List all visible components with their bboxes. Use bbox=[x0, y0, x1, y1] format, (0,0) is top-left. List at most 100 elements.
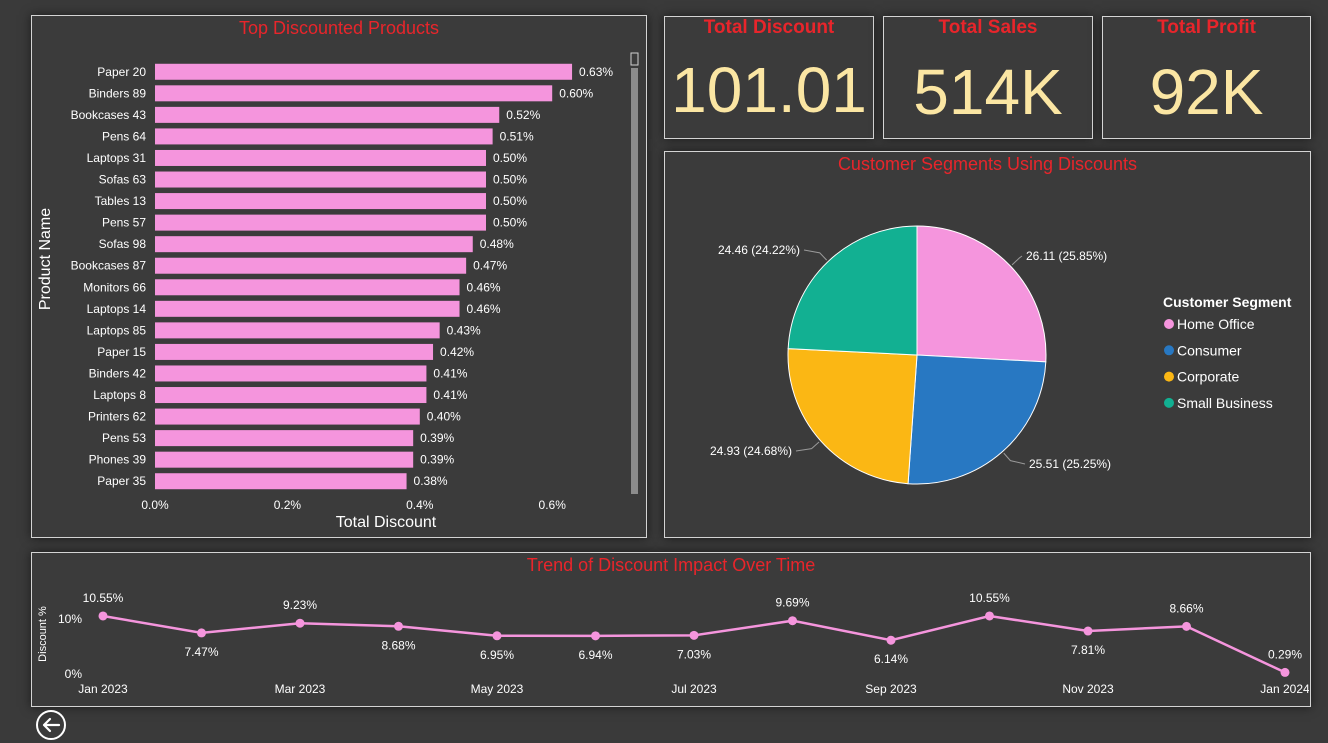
trend-point[interactable] bbox=[886, 635, 896, 645]
pie-data-label: 24.93 (24.68%) bbox=[710, 444, 792, 458]
pie-slice[interactable] bbox=[787, 225, 918, 356]
bar[interactable] bbox=[155, 149, 486, 166]
bar-data-label: 0.47% bbox=[473, 259, 507, 273]
trend-data-label: 9.69% bbox=[775, 596, 809, 610]
pie-slice[interactable] bbox=[916, 225, 1047, 363]
trend-line bbox=[102, 614, 1286, 674]
bar-data-label: 0.42% bbox=[440, 345, 474, 359]
bar[interactable] bbox=[155, 106, 500, 123]
bar[interactable] bbox=[155, 430, 414, 447]
trend-data-label: 7.81% bbox=[1071, 643, 1105, 657]
scrollbar-thumb[interactable] bbox=[630, 52, 639, 66]
trend-point[interactable] bbox=[1182, 621, 1191, 631]
trend-data-label: 8.66% bbox=[1169, 601, 1203, 615]
x-tick-label: Jan 2023 bbox=[78, 682, 128, 696]
bar-data-label: 0.51% bbox=[500, 129, 534, 143]
back-arrow-icon[interactable] bbox=[35, 709, 67, 741]
trend-point[interactable] bbox=[394, 621, 403, 631]
x-tick-label: May 2023 bbox=[471, 682, 524, 696]
bar[interactable] bbox=[155, 257, 467, 274]
scrollbar-track[interactable] bbox=[631, 68, 638, 494]
bar[interactable] bbox=[155, 322, 440, 339]
bar-chart-panel: Top Discounted Products Paper 20 0.63% Bin… bbox=[31, 15, 647, 538]
x-tick-label: 0.4% bbox=[406, 498, 434, 512]
bar-data-label: 0.50% bbox=[493, 151, 527, 165]
trend-data-label: 6.14% bbox=[874, 652, 908, 666]
bar-data-label: 0.46% bbox=[467, 302, 501, 316]
trend-point[interactable] bbox=[591, 631, 600, 641]
trend-data-label: 6.95% bbox=[480, 648, 514, 662]
legend-marker bbox=[1164, 319, 1174, 329]
kpi-value-total-discount: 101.01 bbox=[671, 54, 867, 126]
bar-category-label: Monitors 66 bbox=[83, 280, 146, 294]
trend-point[interactable] bbox=[492, 631, 502, 641]
bar-data-label: 0.50% bbox=[493, 194, 527, 208]
bar[interactable] bbox=[155, 193, 486, 210]
kpi-card-total-profit: Total Profit 92K bbox=[1102, 16, 1311, 139]
bar[interactable] bbox=[155, 473, 407, 490]
bar[interactable] bbox=[155, 365, 427, 382]
x-tick-label: 0.2% bbox=[274, 498, 302, 512]
trend-point[interactable] bbox=[98, 611, 108, 621]
pie-slice[interactable] bbox=[907, 354, 1047, 485]
trend-point[interactable] bbox=[295, 618, 305, 628]
bar[interactable] bbox=[155, 128, 493, 145]
bar-category-label: Laptops 14 bbox=[87, 302, 147, 316]
legend-item-label[interactable]: Home Office bbox=[1177, 316, 1255, 332]
trend-point[interactable] bbox=[197, 628, 206, 638]
trend-point[interactable] bbox=[1083, 626, 1093, 636]
bar-category-label: Sofas 98 bbox=[99, 237, 147, 251]
bar[interactable] bbox=[155, 279, 460, 296]
line-chart-title: Trend of Discount Impact Over Time bbox=[526, 555, 816, 575]
bar[interactable] bbox=[155, 236, 473, 253]
trend-point[interactable] bbox=[788, 616, 797, 626]
kpi-title-total-profit: Total Profit bbox=[1157, 17, 1256, 38]
legend-item-label[interactable]: Corporate bbox=[1177, 369, 1239, 385]
x-tick-label: Nov 2023 bbox=[1062, 682, 1114, 696]
bar-category-label: Paper 20 bbox=[97, 65, 146, 79]
trend-data-label: 10.55% bbox=[969, 591, 1010, 605]
kpi-value-total-sales: 514K bbox=[913, 56, 1063, 128]
bar-category-label: Tables 13 bbox=[95, 194, 147, 208]
bar-category-label: Phones 39 bbox=[89, 453, 147, 467]
bar-category-label: Laptops 8 bbox=[93, 388, 146, 402]
y-tick-label: 0% bbox=[65, 667, 83, 681]
x-tick-label: Jan 2024 bbox=[1260, 682, 1309, 696]
bar-category-label: Bookcases 87 bbox=[71, 259, 147, 273]
bar[interactable] bbox=[155, 451, 414, 468]
bar[interactable] bbox=[155, 85, 553, 102]
pie-data-label: 24.46 (24.22%) bbox=[718, 243, 800, 257]
kpi-title-total-discount: Total Discount bbox=[703, 17, 835, 38]
bar-data-label: 0.50% bbox=[493, 173, 527, 187]
bar[interactable] bbox=[155, 171, 486, 188]
bar[interactable] bbox=[155, 214, 486, 231]
legend-item-label[interactable]: Consumer bbox=[1177, 342, 1242, 358]
trend-point[interactable] bbox=[985, 611, 994, 621]
trend-data-label: 6.94% bbox=[578, 648, 612, 662]
bar[interactable] bbox=[155, 387, 427, 404]
x-tick-label: Mar 2023 bbox=[275, 682, 326, 696]
bar-category-label: Binders 89 bbox=[89, 86, 147, 100]
bar[interactable] bbox=[155, 63, 573, 80]
pie-chart-panel: Customer Segments Using Discounts 26.11 … bbox=[664, 151, 1311, 538]
bar[interactable] bbox=[155, 408, 420, 425]
bar-category-label: Bookcases 43 bbox=[71, 108, 147, 122]
bar-data-label: 0.43% bbox=[447, 323, 481, 337]
trend-data-label: 7.03% bbox=[677, 647, 711, 661]
trend-data-label: 8.68% bbox=[381, 638, 415, 652]
pie-leader-line bbox=[1003, 452, 1026, 465]
pie-slice[interactable] bbox=[787, 348, 918, 485]
bar[interactable] bbox=[155, 343, 434, 360]
trend-point[interactable] bbox=[1280, 667, 1290, 677]
bar-category-label: Pens 64 bbox=[102, 129, 146, 143]
bar-chart-title: Top Discounted Products bbox=[238, 18, 440, 38]
pie-leader-line bbox=[795, 441, 820, 452]
legend-marker bbox=[1164, 397, 1174, 408]
trend-data-label: 0.29% bbox=[1268, 647, 1302, 661]
bar-data-label: 0.50% bbox=[493, 216, 527, 230]
legend-item-label[interactable]: Small Business bbox=[1177, 395, 1273, 411]
legend-marker bbox=[1164, 371, 1174, 382]
bar[interactable] bbox=[155, 300, 460, 317]
trend-point[interactable] bbox=[689, 630, 699, 640]
bar-data-label: 0.52% bbox=[506, 108, 540, 122]
